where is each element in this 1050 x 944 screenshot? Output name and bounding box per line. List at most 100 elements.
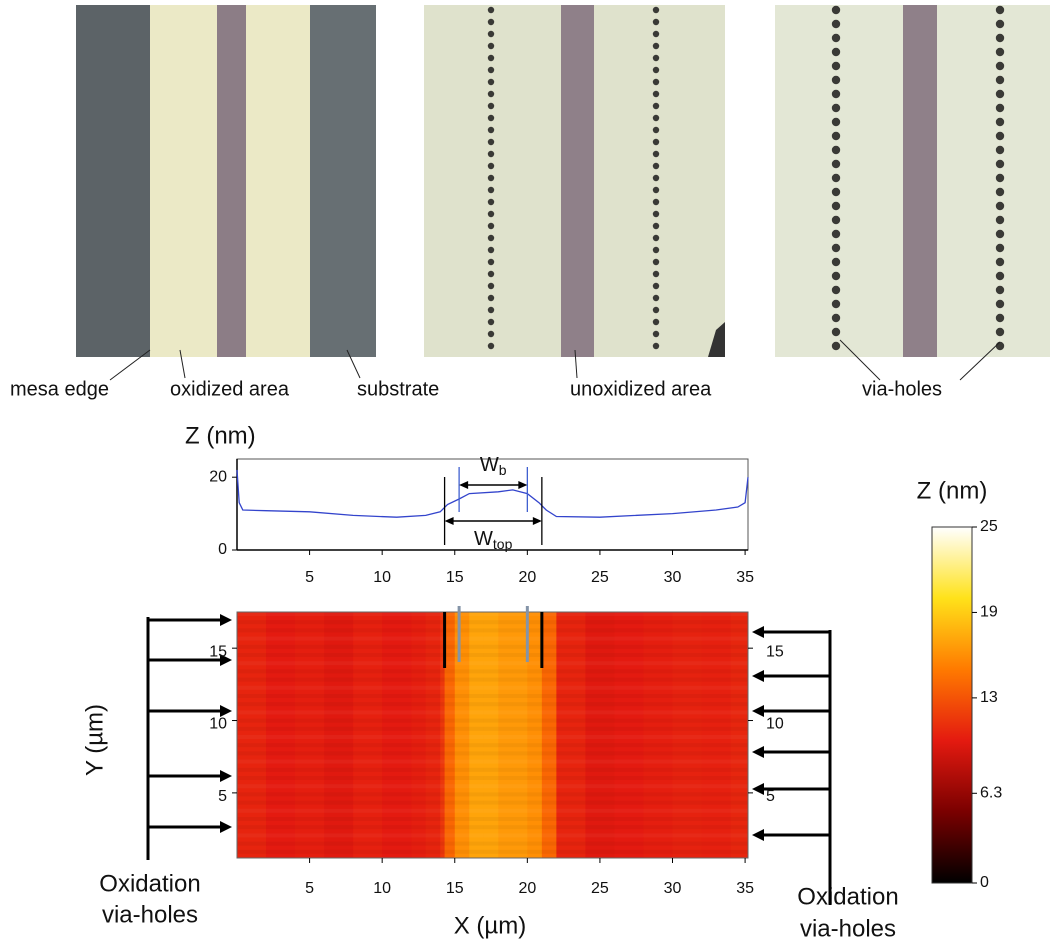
via-hole [831,117,841,127]
y-tick-label: 5 [218,788,227,805]
arrow-head [752,783,764,795]
photo-label: mesa edge [10,378,109,400]
via-hole [652,78,660,86]
via-hole [831,103,841,113]
y-tick-label: 20 [209,468,227,485]
x-tick-label: 15 [446,569,464,586]
colorbar-label: Z (nm) [917,477,988,504]
heatmap-cell [672,612,703,858]
arrow-head [220,614,232,626]
via-hole [652,342,660,350]
via-hole [487,126,495,134]
via-hole [995,271,1005,281]
x-tick-label: 35 [736,880,754,897]
via-hole [995,131,1005,141]
via-hole [487,318,495,326]
arrow-head [444,517,454,525]
arrow-head [752,746,764,758]
arrow-head [532,517,542,525]
heatmap-cell [527,612,543,858]
via-hole [652,330,660,338]
via-hole [995,327,1005,337]
heatmap-cell [585,612,615,858]
via-hole [487,150,495,158]
texture [237,759,748,764]
texture [237,849,748,854]
via-hole [831,33,841,43]
y-tick-label: 15 [766,643,784,660]
texture [237,800,748,805]
via-hole [652,186,660,194]
via-hole [995,61,1005,71]
via-hole [831,313,841,323]
heatmap-cell [324,612,354,858]
via-hole [995,103,1005,113]
via-hole [652,210,660,218]
via-hole [831,257,841,267]
x-tick-label: 15 [446,880,464,897]
via-hole [652,318,660,326]
via-hole [831,285,841,295]
photo-label: unoxidized area [570,378,712,400]
texture [237,767,748,772]
via-hole [995,341,1005,351]
via-hole [487,258,495,266]
y-tick-label: 15 [209,643,227,660]
via-hole [487,330,495,338]
width-label: Wtop [474,528,513,551]
x-tick-label: 30 [664,569,682,586]
via-hole [652,258,660,266]
via-hole [487,90,495,98]
via-hole [995,229,1005,239]
via-hole [831,215,841,225]
leader [109,349,151,381]
x-tick-label: 20 [518,569,536,586]
via-hole [487,246,495,254]
photo-panel [76,5,376,357]
arrow-head [752,626,764,638]
leader [346,349,361,379]
heatmap-cell [643,612,674,858]
leader [179,349,186,379]
via-hole [995,201,1005,211]
via-hole [652,174,660,182]
via-hole [487,174,495,182]
via-hole [652,30,660,38]
arrows [148,614,830,841]
leader [839,339,881,381]
via-hole [652,198,660,206]
via-hole [831,187,841,197]
y-tick-label: 10 [766,716,784,733]
via-hole [995,19,1005,29]
via-hole [831,5,841,15]
via-hole [652,126,660,134]
via-hole-dots [487,5,1005,351]
via-hole [831,145,841,155]
via-hole [831,299,841,309]
annotation: via-holes [102,901,198,928]
via-hole [487,234,495,242]
texture [237,694,748,698]
width-label-main: W [474,528,493,550]
via-hole [487,342,495,350]
heatmap-cell [440,612,446,858]
arrow-head [220,770,232,782]
texture [237,677,748,682]
stripe [903,5,937,357]
via-hole [995,243,1005,253]
texture [237,718,748,723]
heatmap-cell [730,612,749,858]
texture [237,644,748,649]
texture [237,669,748,674]
via-hole [487,78,495,86]
via-hole [652,306,660,314]
arrow-head [518,481,528,489]
arrow-head [752,829,764,841]
mesa-region [76,5,150,357]
via-hole [831,61,841,71]
texture [237,776,748,780]
via-hole [652,18,660,26]
via-hole [995,173,1005,183]
x-tick-label: 5 [305,880,314,897]
